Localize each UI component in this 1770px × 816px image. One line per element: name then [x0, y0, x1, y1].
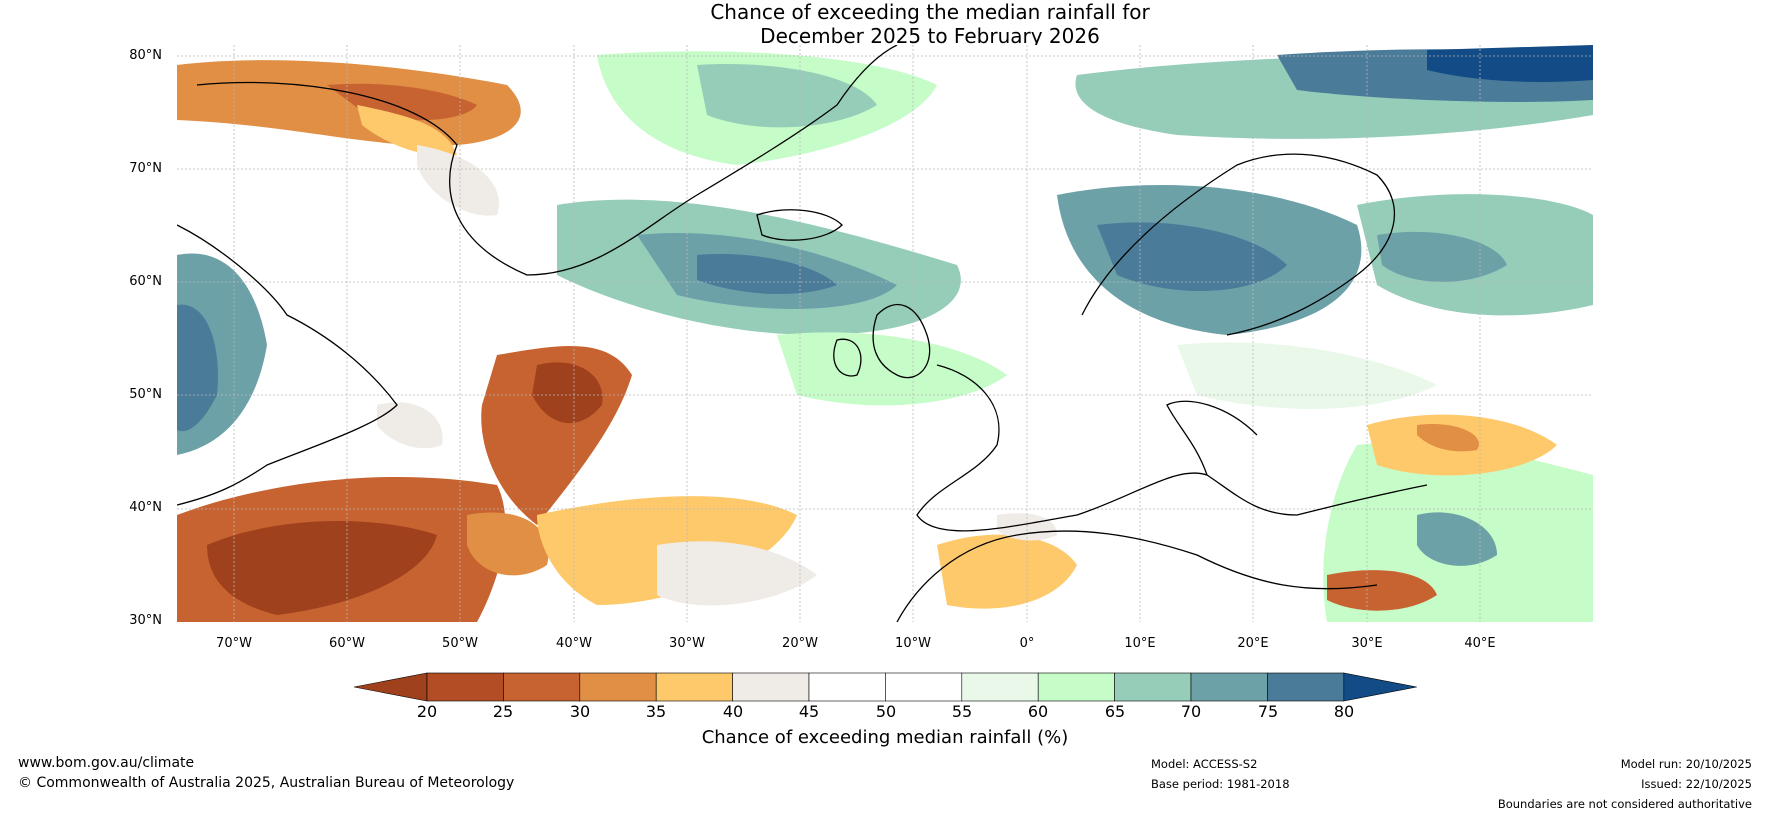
lat-label-40n: 40°N	[129, 500, 162, 515]
colorbar-label: Chance of exceeding median rainfall (%)	[701, 727, 1069, 748]
footer-website: www.bom.gov.au/climate	[18, 755, 195, 771]
lat-label-80n: 80°N	[129, 48, 162, 63]
lat-label-70n: 70°N	[129, 161, 162, 176]
rainfall-map	[177, 45, 1593, 622]
colorbar-segment	[579, 672, 657, 702]
lon-label-20w: 20°W	[782, 636, 818, 651]
lon-label-10e: 10°E	[1124, 636, 1156, 651]
lat-label-50n: 50°N	[129, 387, 162, 402]
colorbar-tick-75: 75	[1257, 702, 1279, 721]
colorbar-tick-20: 20	[416, 702, 438, 721]
colorbar-extend-high	[1343, 672, 1417, 702]
footer-disclaimer: Boundaries are not considered authoritat…	[1497, 797, 1752, 811]
coastlines	[177, 45, 1428, 622]
colorbar-tick-80: 80	[1333, 702, 1355, 721]
footer-base-period: Base period: 1981-2018	[1151, 777, 1290, 791]
colorbar-segment	[885, 672, 963, 702]
graticule	[177, 45, 1593, 622]
colorbar-tick-60: 60	[1027, 702, 1049, 721]
colorbar-segment	[961, 672, 1039, 702]
colorbar-segment	[503, 672, 581, 702]
title-line-2: December 2025 to February 2026	[760, 24, 1100, 48]
colorbar-tick-70: 70	[1180, 702, 1202, 721]
lon-label-0: 0°	[1019, 636, 1035, 651]
lon-label-40e: 40°E	[1464, 636, 1496, 651]
map-title: Chance of exceeding the median rainfall …	[0, 0, 1770, 48]
lon-label-10w: 10°W	[895, 636, 931, 651]
colorbar-segments	[353, 672, 1417, 702]
lon-label-50w: 50°W	[442, 636, 478, 651]
lon-label-20e: 20°E	[1237, 636, 1269, 651]
colorbar-segment	[808, 672, 886, 702]
lat-label-30n: 30°N	[129, 613, 162, 628]
colorbar-segment	[1037, 672, 1115, 702]
title-line-1: Chance of exceeding the median rainfall …	[710, 0, 1150, 24]
lon-label-30w: 30°W	[669, 636, 705, 651]
footer-issued: Issued: 22/10/2025	[1641, 777, 1752, 791]
colorbar-tick-30: 30	[569, 702, 591, 721]
colorbar-segment	[655, 672, 733, 702]
colorbar-tick-40: 40	[722, 702, 744, 721]
lon-label-30e: 30°E	[1351, 636, 1383, 651]
colorbar-tick-35: 35	[645, 702, 667, 721]
lon-label-40w: 40°W	[556, 636, 592, 651]
probability-patches	[177, 45, 1593, 622]
colorbar-tick-65: 65	[1104, 702, 1126, 721]
colorbar-segment	[426, 672, 504, 702]
footer-model: Model: ACCESS-S2	[1151, 757, 1258, 771]
colorbar-segment	[732, 672, 810, 702]
colorbar-extend-low	[353, 672, 428, 702]
map-canvas	[177, 45, 1593, 622]
footer-copyright: © Commonwealth of Australia 2025, Austra…	[18, 775, 515, 791]
lon-label-70w: 70°W	[216, 636, 252, 651]
lon-label-60w: 60°W	[329, 636, 365, 651]
footer-model-run: Model run: 20/10/2025	[1620, 757, 1752, 771]
colorbar-tick-50: 50	[875, 702, 897, 721]
colorbar-segment	[1267, 672, 1345, 702]
colorbar-tick-25: 25	[492, 702, 514, 721]
lat-label-60n: 60°N	[129, 274, 162, 289]
colorbar-tick-55: 55	[951, 702, 973, 721]
colorbar-segment	[1114, 672, 1192, 702]
colorbar-segment	[1190, 672, 1268, 702]
colorbar-tick-45: 45	[798, 702, 820, 721]
